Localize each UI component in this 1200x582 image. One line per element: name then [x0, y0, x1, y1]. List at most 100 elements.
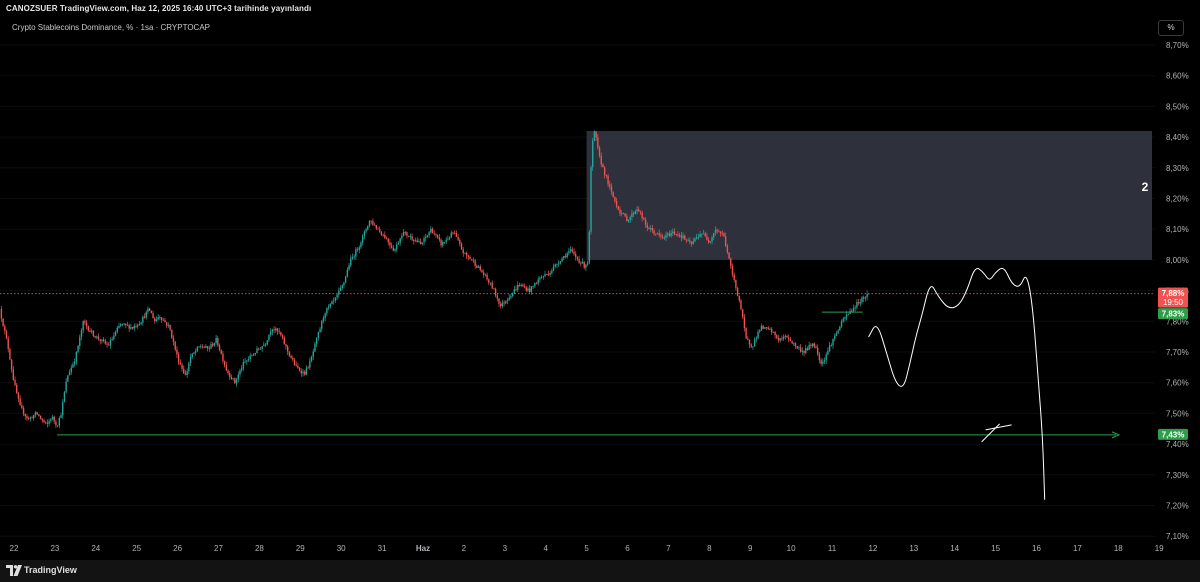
candle-body — [423, 238, 425, 243]
candle-body — [143, 316, 146, 318]
candle-body — [816, 347, 819, 355]
candle-body — [365, 229, 367, 232]
candle-body — [324, 313, 326, 318]
candle-body — [733, 274, 735, 280]
candle-body — [148, 308, 151, 311]
candle-body — [862, 297, 865, 299]
candle-body — [615, 200, 618, 207]
candle-body — [350, 258, 352, 266]
candle-body — [590, 167, 592, 232]
tradingview-logo-icon[interactable] — [6, 565, 22, 576]
candle-body — [747, 338, 749, 340]
x-tick-label: 24 — [91, 544, 100, 553]
candle-body — [75, 351, 78, 362]
candle-body — [273, 329, 275, 331]
candle-body — [285, 344, 287, 347]
candle-body — [43, 420, 45, 423]
candle-body — [181, 364, 183, 369]
percent-scale-button[interactable]: % — [1158, 20, 1184, 36]
candle-body — [368, 220, 371, 227]
candle-body — [438, 237, 441, 240]
candle-body — [409, 236, 412, 238]
candle-body — [532, 286, 534, 287]
time-axis[interactable]: 22 23 24 25 26 27 28 29 30 31 Haz 2 3 4 5 6 7 8 9 10 11 12 13 1… — [10, 544, 1165, 553]
candle-body — [834, 335, 836, 339]
candle-body — [489, 282, 492, 284]
symbol-legend[interactable]: Crypto Stablecoins Dominance, % · 1sa · … — [12, 23, 211, 32]
candle-body — [835, 333, 838, 336]
candle-body — [351, 256, 354, 259]
candle-body — [735, 279, 737, 288]
candle-body — [588, 231, 591, 263]
candle-body — [825, 354, 827, 361]
candle-body — [121, 323, 124, 325]
candle-body — [293, 359, 296, 365]
candle-body — [2, 318, 4, 327]
candle-body — [315, 337, 318, 344]
candle-body — [0, 309, 3, 319]
candle-body — [534, 283, 536, 287]
candle-body — [39, 416, 42, 419]
candle-body — [697, 237, 700, 238]
candle-body — [111, 339, 113, 341]
x-tick-label: 6 — [625, 544, 630, 553]
candle-body — [636, 209, 638, 212]
candle-body — [542, 276, 545, 278]
candle-body — [430, 228, 432, 233]
candle-body — [667, 233, 669, 235]
candle-body — [511, 292, 514, 297]
candle-body — [484, 274, 487, 276]
candle-body — [810, 344, 812, 347]
candle-body — [603, 167, 606, 175]
candle-body — [373, 224, 376, 226]
candle-body — [598, 147, 601, 156]
candle-body — [827, 350, 829, 355]
candle-body — [240, 368, 243, 371]
candle-body — [571, 249, 573, 252]
candle-body — [106, 343, 108, 345]
candle-body — [464, 252, 466, 254]
price-labels: 7,83% 7,88%19:50 7,43% — [1158, 287, 1188, 440]
candle-body — [377, 228, 379, 230]
candle-body — [755, 338, 758, 340]
candle-body — [479, 266, 481, 271]
candle-body — [385, 238, 388, 240]
candle-body — [782, 336, 785, 339]
candle-body — [453, 232, 456, 234]
candle-body — [793, 343, 795, 345]
candle-body — [496, 295, 499, 299]
x-tick-label: 17 — [1073, 544, 1082, 553]
candle-body — [482, 272, 485, 275]
y-tick-label: 7,10% — [1166, 532, 1189, 541]
candle-body — [462, 249, 464, 254]
candle-body — [249, 355, 251, 359]
candle-body — [643, 218, 645, 220]
candle-body — [189, 357, 192, 364]
candle-body — [500, 303, 502, 307]
candle-body — [544, 274, 546, 277]
candle-body — [275, 328, 277, 331]
x-tick-label: 7 — [666, 544, 671, 553]
candle-body — [295, 364, 297, 366]
candle-body — [341, 285, 343, 289]
price-chart[interactable]: 2 8,70% 8,60% 8,50% 8,40% 8,30% 8,20% 8,10% 8,0… — [0, 0, 1200, 560]
candle-body — [188, 363, 190, 372]
candle-body — [343, 282, 345, 286]
candle-body — [65, 381, 67, 393]
candle-body — [752, 346, 754, 348]
candle-body — [685, 239, 688, 241]
candle-body — [215, 338, 217, 343]
candle-body — [196, 347, 199, 351]
candle-body — [276, 328, 279, 332]
candle-body — [118, 325, 120, 328]
candle-body — [205, 346, 207, 348]
candle-body — [230, 377, 233, 380]
candle-body — [779, 338, 781, 341]
x-tick-label: 8 — [707, 544, 712, 553]
candle-body — [164, 319, 166, 323]
candle-body — [680, 235, 683, 238]
candle-body — [653, 230, 655, 234]
candle-body — [794, 343, 797, 347]
candle-body — [610, 186, 613, 192]
candle-body — [767, 327, 769, 329]
